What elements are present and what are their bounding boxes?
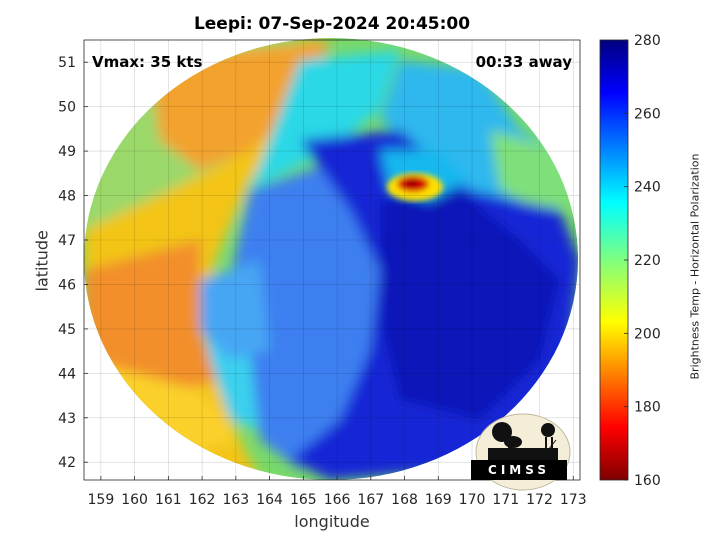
plot-border (83, 39, 581, 481)
x-tick-label: 172 (526, 492, 553, 508)
colorbar (599, 39, 629, 481)
y-tick-label: 50 (58, 100, 76, 116)
y-tick-label: 42 (58, 455, 76, 471)
colorbar-tick-label: 260 (634, 106, 661, 122)
x-tick-label: 165 (290, 492, 317, 508)
x-tick-label: 170 (459, 492, 486, 508)
time-away-label: 00:33 away (475, 53, 572, 71)
x-axis-label: longitude (294, 512, 370, 531)
y-tick-labels: 42 43 44 45 46 47 48 49 50 51 (58, 55, 76, 471)
colorbar-tick-labels: 160 180 200 220 240 260 280 (624, 33, 661, 489)
x-tick-label: 162 (189, 492, 216, 508)
x-tick-label: 164 (256, 492, 283, 508)
map-title: Leepi: 07-Sep-2024 20:45:00 (193, 14, 471, 34)
y-tick-label: 46 (58, 277, 76, 293)
y-tick-label: 48 (58, 189, 76, 205)
y-tick-label: 47 (58, 233, 76, 249)
x-tick-label: 166 (324, 492, 351, 508)
x-tick-label: 161 (155, 492, 182, 508)
cimss-logo-text: CIMSS (471, 460, 567, 480)
colorbar-tick-label: 200 (634, 326, 661, 342)
x-tick-label: 163 (222, 492, 249, 508)
y-axis-label: latitude (32, 230, 52, 292)
x-tick-label: 173 (560, 492, 587, 508)
x-tick-label: 159 (88, 492, 115, 508)
colorbar-label: Brightness Temp - Horizontal Polarizatio… (688, 153, 702, 380)
y-tick-label: 51 (58, 55, 76, 71)
y-tick-label: 49 (58, 144, 76, 160)
x-tick-label: 167 (357, 492, 384, 508)
y-tick-label: 44 (58, 366, 76, 382)
vmax-label: Vmax: 35 kts (92, 53, 203, 71)
x-tick-label: 171 (492, 492, 519, 508)
x-tick-label: 169 (425, 492, 452, 508)
y-tick-label: 45 (58, 322, 76, 338)
x-tick-label: 160 (121, 492, 148, 508)
x-tick-labels: 159 160 161 162 163 164 165 166 167 168 169 170 171 1… (88, 492, 587, 508)
colorbar-tick-label: 220 (634, 253, 661, 269)
y-tick-label: 43 (58, 411, 76, 427)
colorbar-tick-label: 180 (634, 400, 661, 416)
x-tick-label: 168 (391, 492, 418, 508)
colorbar-tick-label: 280 (634, 33, 661, 49)
colorbar-tick-label: 160 (634, 473, 661, 489)
grid-lines (84, 40, 580, 480)
colorbar-tick-label: 240 (634, 180, 661, 196)
